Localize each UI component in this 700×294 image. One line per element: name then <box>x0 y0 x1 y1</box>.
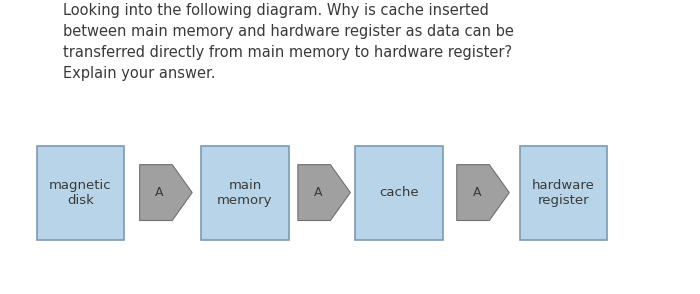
Polygon shape <box>456 165 509 220</box>
FancyBboxPatch shape <box>36 146 125 240</box>
FancyBboxPatch shape <box>519 146 608 240</box>
FancyBboxPatch shape <box>355 146 442 240</box>
Text: hardware
register: hardware register <box>532 178 595 207</box>
Text: A: A <box>314 186 322 199</box>
FancyBboxPatch shape <box>202 146 288 240</box>
Text: cache: cache <box>379 186 419 199</box>
Text: magnetic
disk: magnetic disk <box>49 178 112 207</box>
Text: main
memory: main memory <box>217 178 273 207</box>
Text: A: A <box>155 186 164 199</box>
Text: Looking into the following diagram. Why is cache inserted
between main memory an: Looking into the following diagram. Why … <box>63 3 514 81</box>
Polygon shape <box>298 165 351 220</box>
Text: A: A <box>473 186 481 199</box>
Polygon shape <box>139 165 192 220</box>
